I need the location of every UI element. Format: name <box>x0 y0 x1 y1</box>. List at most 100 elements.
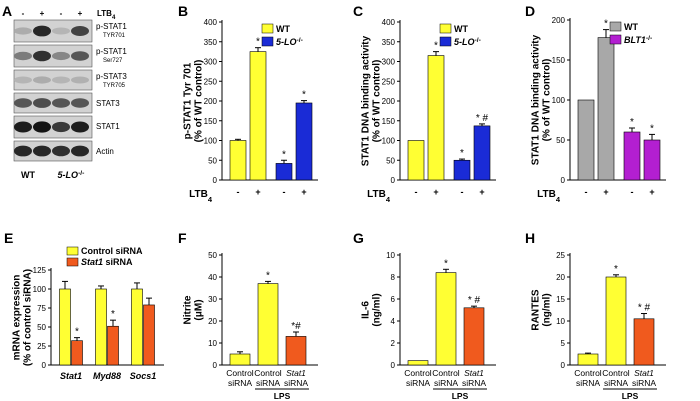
legend-label: BLT1-/- <box>624 35 652 46</box>
treatment-sign: + <box>649 187 654 197</box>
panel-letter-b: B <box>178 3 188 19</box>
y-tick-label: 125 <box>33 266 47 275</box>
bar <box>249 51 267 181</box>
legend-swatch <box>609 34 622 45</box>
y-tick-label: 10 <box>208 339 217 348</box>
category-label-line1: Control <box>432 368 460 378</box>
y-axis-label: (ng/ml) <box>542 293 553 326</box>
blot-band <box>33 50 51 62</box>
chart-e: mRNA expression (% of control siRNA) 0 25 50… <box>12 246 164 381</box>
y-tick-label: 250 <box>204 77 218 86</box>
bar <box>143 304 155 366</box>
blot-band <box>33 76 51 84</box>
blot-band <box>33 121 51 133</box>
blot-band <box>33 98 51 108</box>
bar <box>427 55 445 181</box>
y-tick-label: 40 <box>208 273 217 282</box>
treatment-sign: - <box>585 187 588 197</box>
blot-band <box>52 98 70 108</box>
bar <box>463 307 485 366</box>
y-tick-label: 75 <box>37 304 46 313</box>
blot-row-label: STAT1 <box>96 122 120 131</box>
blot-row-label: STAT3 <box>96 99 120 108</box>
bar <box>229 140 247 181</box>
treatment-sign: + <box>479 187 484 197</box>
blot-band <box>14 98 32 108</box>
treatment-label: LTB4 <box>189 189 213 204</box>
chart-d: STAT1 DNA binding activity (% of WT contr… <box>531 16 666 204</box>
y-tick-label: 200 <box>204 97 218 106</box>
blot-row-label: Actin <box>96 147 114 156</box>
blot-band <box>71 145 89 157</box>
treatment-sign: - <box>237 187 240 197</box>
y-tick-label: 0 <box>561 361 566 370</box>
blot-row-label: p-STAT3 <box>96 72 127 81</box>
y-tick-label: 100 <box>382 137 396 146</box>
significance-mark: * <box>614 264 618 275</box>
y-tick-label: 150 <box>204 117 218 126</box>
significance-mark: * <box>282 149 286 160</box>
y-tick-label: 350 <box>204 38 218 47</box>
blot-row-sublabel: TYR705 <box>103 83 126 89</box>
significance-mark: * <box>604 19 608 30</box>
legend-swatch <box>261 23 274 34</box>
y-tick-label: 10 <box>556 317 565 326</box>
legend-label: WT <box>454 24 468 34</box>
significance-mark: * # <box>468 295 481 306</box>
y-tick-label: 50 <box>37 323 46 332</box>
y-axis-label: STAT1 DNA binding activity <box>361 35 372 166</box>
bar <box>597 37 615 181</box>
blot-band <box>14 121 32 133</box>
category-label-line2: siRNA <box>604 378 628 388</box>
category-label-line2: siRNA <box>576 378 600 388</box>
legend-label: 5-LO-/- <box>454 37 481 48</box>
y-axis-label: p-STAT1 Tyr 701 <box>183 62 194 139</box>
blot-band <box>71 76 89 84</box>
panel-letter-g: G <box>353 230 364 246</box>
y-tick-label: 8 <box>391 273 396 282</box>
bar <box>577 99 595 181</box>
category-label-line1: Control <box>602 368 630 378</box>
y-tick-label: 4 <box>391 317 396 326</box>
category-label-line1: Stat1 <box>464 368 484 378</box>
treatment-sign: - <box>415 187 418 197</box>
bar <box>59 288 71 366</box>
category-label: Socs1 <box>130 371 157 381</box>
panel-letter-a: A <box>2 3 12 19</box>
significance-mark: *# <box>291 321 301 332</box>
y-tick-label: 100 <box>204 137 218 146</box>
y-tick-label: 0 <box>213 361 218 370</box>
y-tick-label: 350 <box>382 38 396 47</box>
bar <box>95 288 107 366</box>
blot-row-label: p-STAT1 <box>96 22 127 31</box>
y-tick-label: 0 <box>391 176 396 185</box>
blot-band <box>52 145 70 157</box>
genotype-label: WT <box>21 170 35 180</box>
significance-mark: * <box>266 270 270 281</box>
y-tick-label: 50 <box>208 156 217 165</box>
blot-band <box>33 25 51 37</box>
bar <box>257 283 279 366</box>
blot-band <box>71 51 89 61</box>
y-axis-label: (% of control siRNA) <box>23 269 34 366</box>
significance-mark: * # <box>476 113 489 124</box>
y-tick-label: 300 <box>382 58 396 67</box>
category-label: Stat1 <box>60 371 82 381</box>
y-tick-label: 400 <box>382 18 396 27</box>
y-tick-label: 0 <box>42 361 47 370</box>
y-axis-label: (% of WT control) <box>542 59 553 142</box>
legend-swatch <box>439 36 452 47</box>
blot-band <box>71 98 89 108</box>
category-label-line1: Stat1 <box>286 368 306 378</box>
blot-band <box>14 51 32 61</box>
legend-swatch <box>66 257 79 267</box>
y-tick-label: 200 <box>382 97 396 106</box>
significance-mark: * <box>650 123 654 134</box>
category-label-line2: siRNA <box>406 378 430 388</box>
category-label-line1: Control <box>574 368 602 378</box>
y-tick-label: 50 <box>556 136 565 145</box>
bar <box>407 140 425 181</box>
bar <box>285 336 307 366</box>
